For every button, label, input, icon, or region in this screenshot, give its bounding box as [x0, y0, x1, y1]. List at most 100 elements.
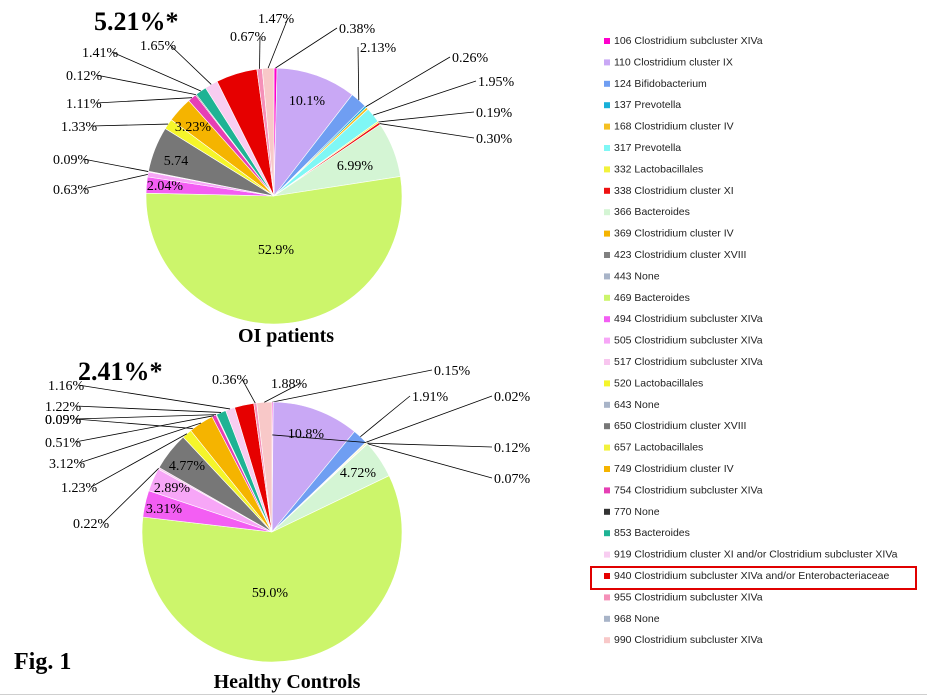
legend-swatch-366-bacteroides: [604, 209, 610, 216]
leader-line: [264, 382, 302, 403]
legend-swatch-106-clostridium-subcluster-xiva: [604, 38, 610, 44]
slice-data-label: 0.67%: [230, 30, 267, 45]
legend-swatch-338-clostridium-cluster-xi: [604, 187, 610, 194]
slice-data-label: 1.95%: [478, 75, 515, 90]
legend-entry-124-bifidobacterium: 124 Bifidobacterium: [614, 78, 707, 90]
legend-highlight-box: [590, 566, 917, 590]
slice-data-label: 1.11%: [66, 97, 102, 112]
legend-swatch-469-bacteroides: [604, 294, 610, 301]
pie-chart-oi-patients: 0.38% 10.1% 2.13% 0.26% 1.95% 0.19% 0.30% 6.99%…: [53, 7, 515, 325]
slice-data-label: 1.91%: [412, 390, 449, 405]
slice-data-label: 2.04%: [147, 179, 184, 194]
pie-slice-110-clostridium-cluster-ix: [271, 401, 355, 533]
leader-line: [95, 74, 196, 96]
legend-swatch-770-none: [604, 508, 610, 515]
slice-data-label: 2.13%: [360, 41, 397, 56]
slice-data-label: 0.07%: [494, 472, 531, 487]
slice-data-label: 0.30%: [476, 132, 513, 147]
chart-title-healthy-controls: Healthy Controls: [214, 671, 361, 693]
legend-swatch-919-clostridium-cluster-xi-and-or-clostridium-subcluster-xiva: [604, 551, 610, 558]
pie-chart-healthy-controls: 0.15% 10.8% 1.91% 0.02% 0.09% 0.12% 0.07% 4.72%…: [45, 357, 531, 663]
leader-line: [78, 422, 202, 464]
legend-entry-332-lactobacillales: 332 Lactobacillales: [614, 163, 703, 175]
leader-line: [378, 111, 475, 123]
slice-data-label: 1.22%: [45, 400, 82, 415]
legend-swatch-955-clostridium-subcluster-xiva: [604, 594, 610, 601]
leader-line: [82, 158, 149, 172]
legend-entry-168-clostridium-cluster-iv: 168 Clostridium cluster IV: [614, 121, 734, 133]
slice-data-label: 4.72%: [340, 466, 377, 481]
slice-data-label: 59.0%: [252, 586, 289, 601]
leader-line: [169, 44, 212, 85]
slice-data-label: 6.99%: [337, 159, 374, 174]
slice-data-label: 4.77%: [169, 459, 206, 474]
slice-data-label: 1.33%: [61, 120, 98, 135]
slice-data-label: 1.41%: [82, 46, 119, 61]
legend-entry-106-clostridium-subcluster-xiva: 106 Clostridium subcluster XIVa: [614, 35, 763, 47]
slice-data-label: 0.36%: [212, 373, 249, 388]
legend-entry-443-none: 443 None: [614, 270, 660, 282]
legend-swatch-650-clostridium-cluster-xviii: [604, 423, 610, 430]
legend-entry-968-none: 968 None: [614, 613, 660, 625]
bottom-divider: [0, 694, 927, 695]
slice-data-label: 1.16%: [48, 379, 85, 394]
slice-data-label: 0.26%: [452, 51, 489, 66]
slice-data-label: 0.22%: [73, 517, 110, 532]
leader-line: [74, 405, 222, 413]
legend-entry-110-clostridium-cluster-ix: 110 Clostridium cluster IX: [614, 56, 733, 68]
slice-data-label: 3.31%: [146, 502, 183, 517]
legend-entry-369-clostridium-cluster-iv: 369 Clostridium cluster IV: [614, 228, 734, 240]
pie-slice-990-clostridium-subcluster-xiva: [256, 401, 273, 533]
legend-swatch-110-clostridium-cluster-ix: [604, 59, 610, 66]
slice-data-label: 0.09%: [53, 153, 90, 168]
legend-swatch-990-clostridium-subcluster-xiva: [604, 637, 610, 644]
leader-line: [90, 433, 188, 488]
leader-line: [82, 174, 148, 190]
legend-swatch-317-prevotella: [604, 145, 610, 151]
legend-entry-650-clostridium-cluster-xviii: 650 Clostridium cluster XVIII: [614, 420, 746, 432]
leader-line: [365, 395, 493, 443]
leader-line: [77, 384, 231, 410]
leader-line: [360, 395, 411, 437]
slice-data-label: 0.09%: [45, 413, 82, 428]
slice-data-label: 0.09%: [45, 413, 82, 428]
legend-swatch-517-clostridium-subcluster-xiva: [604, 359, 610, 365]
leader-line: [366, 442, 493, 448]
legend-entry-366-bacteroides: 366 Bacteroides: [614, 206, 690, 218]
legend-swatch-754-clostridium-subcluster-xiva: [604, 487, 610, 494]
leader-line: [379, 123, 475, 139]
slice-data-label: 0.15%: [434, 364, 471, 379]
slice-data-label: 0.19%: [476, 106, 513, 121]
leader-line: [357, 46, 360, 101]
legend-entry-338-clostridium-cluster-xi: 338 Clostridium cluster XI: [614, 185, 734, 197]
legend-entry-423-clostridium-cluster-xviii: 423 Clostridium cluster XVIII: [614, 249, 746, 261]
legend-swatch-940-clostridium-subcluster-xiva-and-or-enterobacteriaceae: [604, 573, 610, 579]
legend-entry-754-clostridium-subcluster-xiva: 754 Clostridium subcluster XIVa: [614, 484, 763, 496]
slice-data-label: 5.74: [164, 154, 189, 169]
leader-line: [102, 468, 159, 524]
slice-data-label: 1.23%: [61, 481, 98, 496]
leader-line: [90, 123, 169, 127]
slice-data-label: 3.12%: [49, 457, 86, 472]
legend-entry-990-clostridium-subcluster-xiva: 990 Clostridium subcluster XIVa: [614, 634, 763, 646]
leader-line: [111, 51, 201, 92]
legend-swatch-657-lactobacillales: [604, 444, 610, 451]
slice-data-label: 1.65%: [140, 39, 177, 54]
legend-entry-657-lactobacillales: 657 Lactobacillales: [614, 442, 703, 454]
legend-entry-853-bacteroides: 853 Bacteroides: [614, 527, 690, 539]
legend-swatch-494-clostridium-subcluster-xiva: [604, 316, 610, 323]
leader-line: [367, 443, 493, 479]
leader-line: [272, 369, 433, 403]
chart-title-oi-patients: OI patients: [238, 325, 334, 347]
legend-entry-505-clostridium-subcluster-xiva: 505 Clostridium subcluster XIVa: [614, 335, 763, 347]
leader-line: [74, 414, 217, 420]
legend-entry-520-lactobacillales: 520 Lactobacillales: [614, 377, 703, 389]
slice-data-label: 0.02%: [494, 390, 531, 405]
slice-data-label: 0.12%: [66, 69, 103, 84]
legend-entry-494-clostridium-subcluster-xiva: 494 Clostridium subcluster XIVa: [614, 313, 763, 325]
pie-slice-110-clostridium-cluster-ix: [273, 67, 353, 197]
legend-entry-469-bacteroides: 469 Bacteroides: [614, 292, 690, 304]
figure-label: Fig. 1: [14, 649, 71, 675]
leader-line: [373, 80, 477, 116]
